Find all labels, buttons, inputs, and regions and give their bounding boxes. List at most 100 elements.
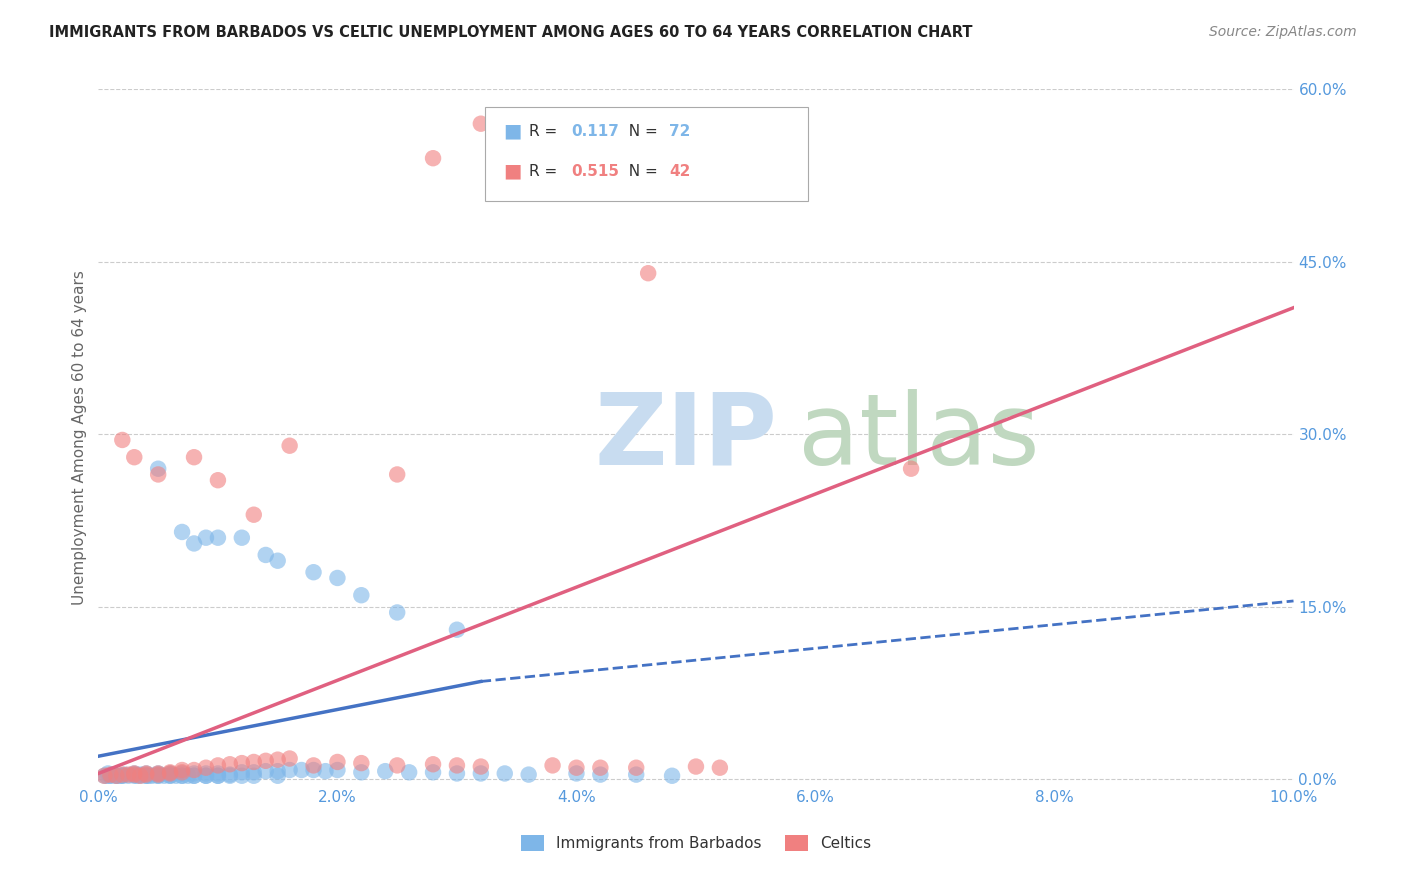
- Point: [159, 766, 181, 780]
- Point: [422, 151, 444, 165]
- Point: [129, 769, 152, 783]
- Point: [98, 767, 122, 781]
- Point: [135, 766, 157, 780]
- Point: [111, 433, 134, 447]
- Text: R =: R =: [529, 124, 562, 138]
- Point: [124, 766, 146, 780]
- Point: [97, 766, 120, 780]
- Point: [267, 554, 290, 568]
- Point: [219, 767, 242, 781]
- Point: [207, 473, 229, 487]
- Point: [267, 769, 290, 783]
- Point: [172, 763, 194, 777]
- Point: [231, 756, 253, 771]
- Point: [589, 761, 612, 775]
- Legend: Immigrants from Barbados, Celtics: Immigrants from Barbados, Celtics: [515, 830, 877, 857]
- Point: [231, 765, 253, 780]
- Point: [135, 769, 157, 783]
- Point: [207, 769, 229, 783]
- Point: [900, 461, 922, 475]
- Point: [183, 536, 205, 550]
- Text: 0.117: 0.117: [571, 124, 619, 138]
- Point: [254, 754, 277, 768]
- Point: [129, 767, 152, 781]
- Point: [422, 765, 444, 780]
- Point: [135, 766, 157, 780]
- Point: [114, 767, 136, 781]
- Point: [446, 623, 468, 637]
- Text: IMMIGRANTS FROM BARBADOS VS CELTIC UNEMPLOYMENT AMONG AGES 60 TO 64 YEARS CORREL: IMMIGRANTS FROM BARBADOS VS CELTIC UNEMP…: [49, 25, 973, 40]
- Text: R =: R =: [529, 164, 562, 178]
- Text: atlas: atlas: [797, 389, 1039, 485]
- Point: [470, 117, 492, 131]
- Point: [183, 450, 205, 465]
- Point: [98, 769, 122, 783]
- Point: [517, 767, 540, 781]
- Point: [172, 769, 194, 783]
- Point: [302, 763, 325, 777]
- Point: [124, 769, 146, 783]
- Point: [195, 761, 218, 775]
- Point: [183, 769, 205, 783]
- Point: [148, 769, 170, 783]
- Point: [207, 531, 229, 545]
- Text: ZIP: ZIP: [595, 389, 778, 485]
- Point: [111, 767, 134, 781]
- Text: Source: ZipAtlas.com: Source: ZipAtlas.com: [1209, 25, 1357, 39]
- Point: [138, 769, 160, 783]
- Point: [398, 765, 420, 780]
- Point: [159, 765, 181, 780]
- Point: [278, 751, 301, 765]
- Point: [93, 769, 115, 783]
- Point: [470, 759, 492, 773]
- Point: [291, 763, 314, 777]
- Point: [626, 767, 648, 781]
- Point: [326, 763, 349, 777]
- Point: [302, 565, 325, 579]
- Point: [148, 766, 170, 780]
- Point: [148, 461, 170, 475]
- Text: N =: N =: [619, 164, 662, 178]
- Point: [195, 531, 218, 545]
- Point: [350, 588, 373, 602]
- Point: [135, 767, 157, 781]
- Point: [159, 766, 181, 780]
- Text: ■: ■: [503, 121, 522, 141]
- Point: [278, 763, 301, 777]
- Point: [326, 755, 349, 769]
- Point: [315, 764, 337, 779]
- Point: [108, 769, 131, 783]
- Point: [446, 758, 468, 772]
- Point: [637, 266, 659, 280]
- Point: [243, 765, 266, 780]
- Point: [124, 766, 146, 780]
- Point: [129, 769, 152, 783]
- Point: [148, 767, 170, 781]
- Point: [183, 763, 205, 777]
- Point: [124, 767, 146, 781]
- Point: [219, 757, 242, 772]
- Point: [105, 769, 128, 783]
- Point: [117, 767, 139, 781]
- Point: [207, 766, 229, 780]
- Text: 72: 72: [669, 124, 690, 138]
- Point: [148, 769, 170, 783]
- Point: [626, 761, 648, 775]
- Point: [183, 769, 205, 783]
- Point: [159, 769, 181, 783]
- Point: [148, 467, 170, 482]
- Point: [267, 764, 290, 779]
- Point: [326, 571, 349, 585]
- Point: [159, 767, 181, 781]
- Point: [96, 769, 118, 783]
- Point: [172, 765, 194, 780]
- Point: [105, 769, 128, 783]
- Point: [267, 753, 290, 767]
- Point: [541, 758, 564, 772]
- Point: [172, 769, 194, 783]
- Point: [422, 757, 444, 772]
- Point: [243, 769, 266, 783]
- Text: ■: ■: [503, 161, 522, 181]
- Point: [685, 759, 707, 773]
- Point: [661, 769, 683, 783]
